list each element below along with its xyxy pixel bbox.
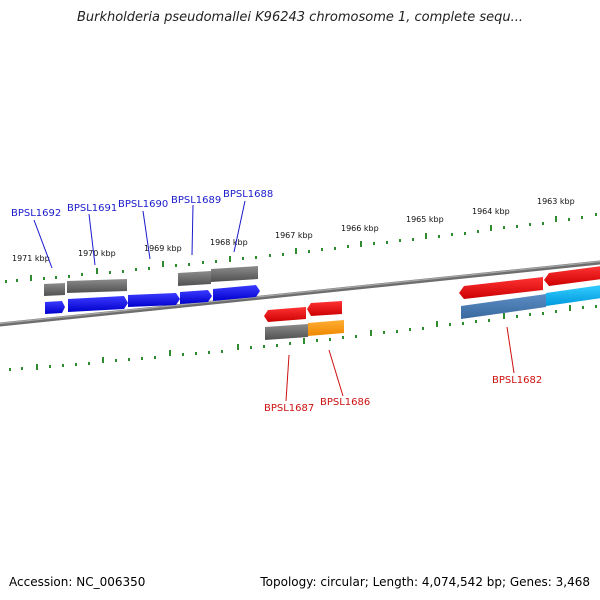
feature-track-lower: [265, 285, 600, 340]
gene-feature-gray[interactable]: [265, 324, 308, 340]
gene-label-bpsl1688[interactable]: BPSL1688: [223, 189, 273, 200]
tick-label: 1967 kbp: [275, 231, 313, 240]
tick-label: 1971 kbp: [12, 254, 50, 263]
gene-feature-gray[interactable]: [211, 266, 258, 282]
gene-label-bpsl1690[interactable]: BPSL1690: [118, 199, 168, 210]
tick-label: 1966 kbp: [341, 224, 379, 233]
gene-label-bpsl1686[interactable]: BPSL1686: [320, 397, 370, 408]
gene-feature-orange[interactable]: [308, 320, 344, 336]
feature-track-blue: [45, 285, 260, 314]
gene-label-bpsl1692[interactable]: BPSL1692: [11, 208, 61, 219]
gene-feature-gray[interactable]: [178, 271, 211, 286]
gene-feature-cyan[interactable]: [546, 285, 600, 306]
gene-labels-top: BPSL1692 BPSL1691 BPSL1690 BPSL1689 BPSL…: [11, 189, 273, 219]
tick-label: 1965 kbp: [406, 215, 444, 224]
gene-arrow-blue[interactable]: [128, 293, 180, 307]
gene-label-bpsl1682[interactable]: BPSL1682: [492, 375, 542, 386]
accession-text: Accession: NC_006350: [9, 575, 146, 589]
gene-arrow-blue[interactable]: [68, 296, 128, 312]
gene-arrow-red[interactable]: [264, 307, 306, 322]
gene-feature-gray[interactable]: [44, 283, 65, 296]
scale-labels: 1971 kbp 1970 kbp 1969 kbp 1968 kbp 1967…: [12, 197, 575, 263]
feature-track-red: [264, 266, 600, 322]
scale-ruler-inner: [9, 305, 597, 371]
gene-arrow-blue[interactable]: [213, 285, 260, 301]
label-leaders: [33, 200, 246, 269]
sequence-summary: Topology: circular; Length: 4,074,542 bp…: [260, 575, 590, 589]
gene-arrow-blue[interactable]: [45, 301, 65, 314]
gene-arrow-red[interactable]: [307, 301, 342, 316]
tick-label: 1963 kbp: [537, 197, 575, 206]
gene-arrow-blue[interactable]: [180, 290, 212, 304]
tick-label: 1970 kbp: [78, 249, 116, 258]
tick-label: 1964 kbp: [472, 207, 510, 216]
gene-feature-gray[interactable]: [67, 279, 127, 293]
gene-feature-steel[interactable]: [461, 294, 546, 319]
feature-track-gray-top: [44, 266, 258, 296]
label-leaders-red: [285, 326, 515, 402]
gene-labels-bottom: BPSL1687 BPSL1686 BPSL1682: [264, 375, 542, 414]
gene-arrow-red[interactable]: [459, 277, 543, 299]
gene-arrow-red[interactable]: [544, 266, 600, 286]
tick-label: 1968 kbp: [210, 238, 248, 247]
gene-label-bpsl1691[interactable]: BPSL1691: [67, 203, 117, 214]
gene-label-bpsl1689[interactable]: BPSL1689: [171, 195, 221, 206]
tick-label: 1969 kbp: [144, 244, 182, 253]
chromosome-backbone: [0, 260, 600, 327]
scale-ruler-outer: [5, 213, 597, 283]
map-title: Burkholderia pseudomallei K96243 chromos…: [76, 10, 524, 25]
gene-label-bpsl1687[interactable]: BPSL1687: [264, 403, 314, 414]
